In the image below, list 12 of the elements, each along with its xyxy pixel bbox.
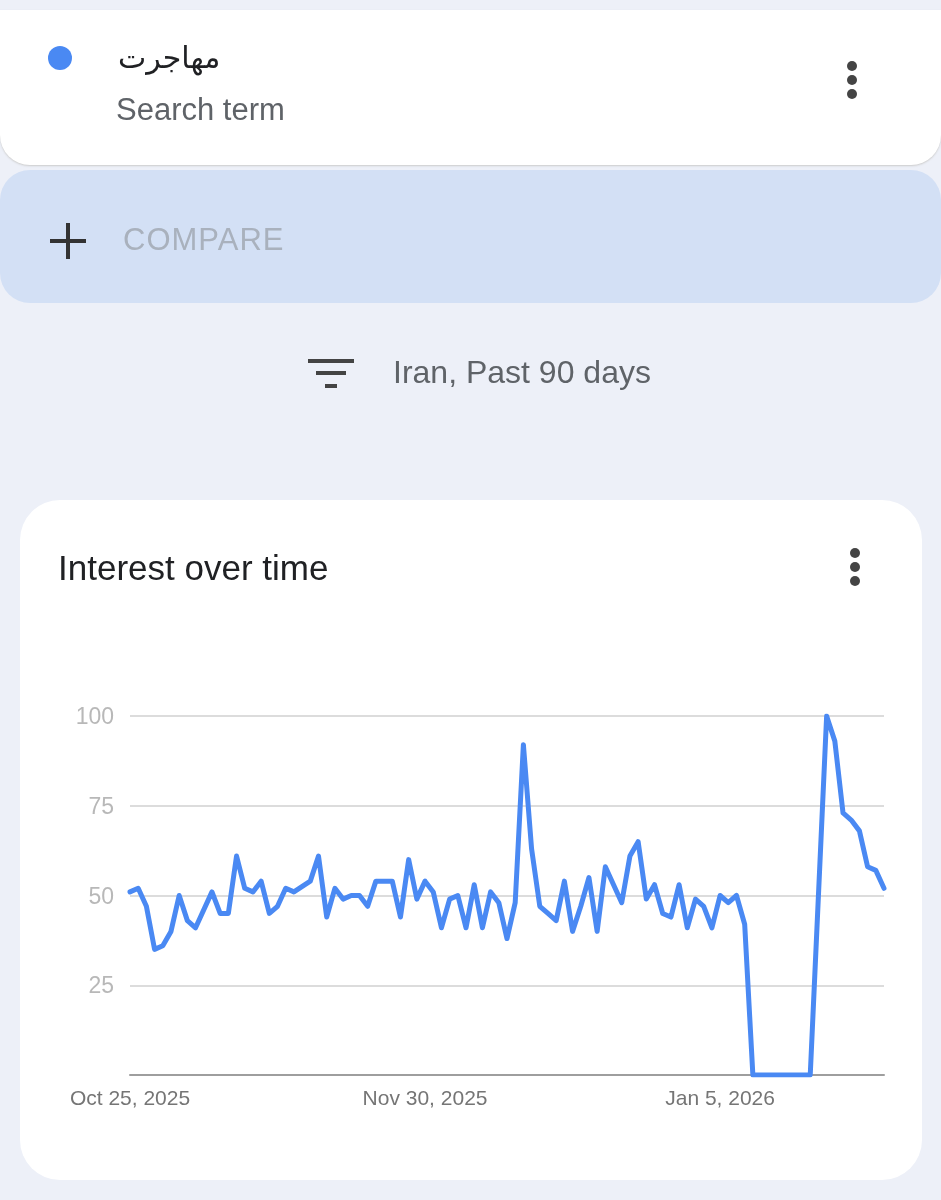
text: Search term: [116, 92, 285, 128]
x-tick-label: Nov 30, 2025: [362, 1086, 488, 1109]
text: COMPARE: [123, 222, 285, 258]
x-tick-label: Jan 5, 2026: [665, 1086, 775, 1109]
y-tick-label: 100: [75, 703, 114, 729]
y-tick-label: 50: [88, 882, 114, 909]
chart-title: Interest over time: [58, 548, 329, 588]
chart-subtitle: Iran, Past 90 days: [393, 354, 651, 391]
y-tick-label: 25: [88, 972, 114, 999]
y-tick-label: 75: [88, 792, 114, 819]
legend-label: مهاجرت: [118, 40, 221, 75]
x-tick-label: Oct 25, 2025: [69, 1086, 191, 1109]
